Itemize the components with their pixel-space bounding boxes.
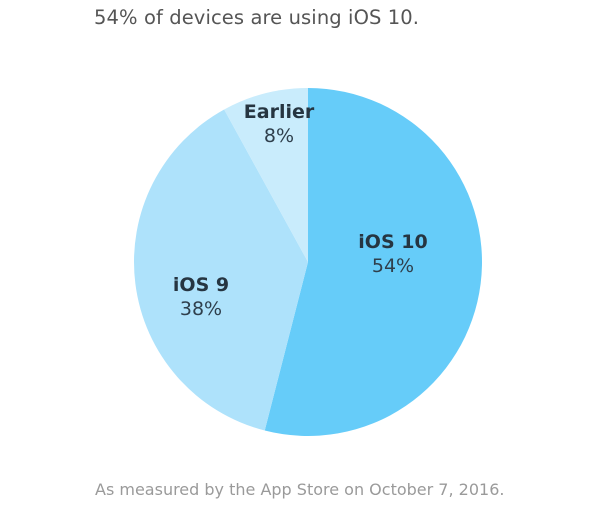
chart-title: 54% of devices are using iOS 10. xyxy=(94,6,420,29)
slice-label-earlier: Earlier 8% xyxy=(244,100,314,148)
pie-slice-earlier xyxy=(224,88,308,262)
slice-label-ios10: iOS 10 54% xyxy=(358,230,427,278)
slice-label-ios9: iOS 9 38% xyxy=(173,273,229,321)
slice-label-value: 38% xyxy=(179,298,223,320)
slice-label-name: Earlier xyxy=(243,101,315,123)
pie-slice-ios10 xyxy=(264,88,482,436)
slice-label-name: iOS 10 xyxy=(358,231,428,253)
slice-label-value: 54% xyxy=(371,255,415,277)
slice-label-name: iOS 9 xyxy=(172,274,230,296)
pie-slice-ios9 xyxy=(133,109,308,431)
slice-label-value: 8% xyxy=(263,125,295,147)
chart-footnote: As measured by the App Store on October … xyxy=(95,480,505,499)
